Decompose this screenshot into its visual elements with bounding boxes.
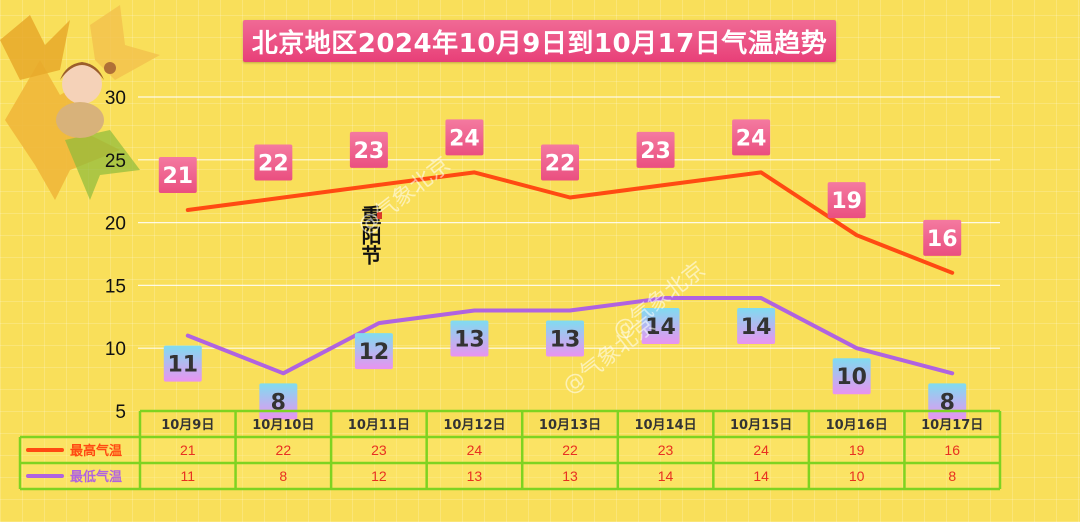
- table-value: 8: [948, 468, 956, 484]
- chart-series: [185, 170, 955, 376]
- y-tick-label: 20: [105, 214, 126, 235]
- low-temp-label: 12: [359, 340, 390, 365]
- legend-series-name: 最高气温: [70, 443, 122, 459]
- title-banner: 北京地区2024年10月9日到10月17日气温趋势: [243, 20, 836, 62]
- table-date-label: 10月14日: [634, 418, 696, 433]
- table-date-label: 10月15日: [730, 418, 792, 433]
- high-temp-label-box: [732, 119, 771, 156]
- y-tick-label: 15: [105, 276, 126, 297]
- low-temp-label-box: [450, 320, 489, 357]
- high-temp-label-box: [158, 157, 197, 194]
- low-temp-label: 14: [645, 315, 676, 340]
- high-temp-label-box: [254, 144, 293, 181]
- high-temp-label-box: [349, 131, 388, 168]
- table-date-label: 10月13日: [539, 418, 601, 433]
- table-value: 14: [753, 468, 769, 484]
- legend-series-name: 最低气温: [70, 469, 122, 485]
- high-temp-label-box: [541, 144, 579, 181]
- table-value: 24: [753, 442, 769, 458]
- autumn-leaves-decoration: [0, 5, 160, 200]
- high-temp-label: 23: [640, 139, 671, 164]
- y-tick-label: 25: [105, 151, 126, 172]
- low-temp-label: 11: [167, 353, 198, 378]
- high-temp-label: 21: [162, 164, 193, 189]
- low-temp-label-box: [354, 333, 393, 370]
- table-value: 13: [467, 468, 483, 484]
- high-temp-label-box: [827, 182, 866, 219]
- high-temp-label-box: [636, 131, 675, 168]
- low-temp-label: 8: [271, 390, 286, 415]
- y-tick-label: 5: [115, 402, 126, 423]
- high-temp-label: 24: [736, 126, 767, 151]
- table-date-label: 10月16日: [826, 418, 888, 433]
- low-temp-label-box: [641, 307, 680, 344]
- table-value: 16: [944, 442, 960, 458]
- low-temp-label: 14: [741, 315, 772, 340]
- high-temp-label: 22: [258, 151, 289, 176]
- table-value: 24: [467, 442, 483, 458]
- low-temp-line: [185, 296, 955, 376]
- table-date-label: 10月17日: [921, 418, 983, 433]
- table-date-label: 10月11日: [348, 418, 410, 433]
- data-table: 10月9日 10月10日 10月11日 10月12日 10月13日 10月14日 10月15…: [18, 409, 1002, 491]
- table-value: 8: [279, 468, 287, 484]
- low-temp-label: 13: [454, 328, 485, 353]
- low-temp-label: 13: [550, 328, 581, 353]
- y-tick-label: 10: [105, 339, 126, 360]
- table-value: 12: [371, 468, 387, 484]
- festival-mark: 重阳节: [358, 205, 382, 265]
- table-date-label: 10月12日: [443, 418, 505, 433]
- table-value: 10: [849, 468, 865, 484]
- low-temp-label: 10: [836, 365, 867, 390]
- y-tick-label: 30: [105, 88, 126, 109]
- chart-title: 北京地区2024年10月9日到10月17日气温趋势: [251, 28, 828, 59]
- high-temp-label-box: [445, 119, 484, 156]
- table-value: 13: [562, 468, 578, 484]
- low-temp-label-box: [832, 358, 871, 395]
- table-value: 19: [849, 442, 865, 458]
- y-axis-ticks: 5 10 15 20 25 30: [105, 88, 126, 423]
- high-temp-label: 16: [927, 227, 958, 252]
- low-temp-label-box: [163, 345, 202, 382]
- table-value: 23: [371, 442, 387, 458]
- high-temp-label: 23: [354, 139, 385, 164]
- table-value: 14: [658, 468, 674, 484]
- table-value: 22: [562, 442, 578, 458]
- high-temp-label-box: [923, 219, 962, 256]
- table-value: 22: [276, 442, 292, 458]
- high-temp-label: 22: [545, 151, 576, 176]
- low-temp-label-box: [737, 307, 776, 344]
- high-temp-line: [185, 170, 955, 275]
- table-date-label: 10月9日: [161, 418, 214, 433]
- table-value: 11: [181, 468, 196, 484]
- data-labels: 21 22 23 24 22 23 24 19 16 11 8 12 13 13 14 14 10 8: [158, 119, 967, 420]
- low-temp-label-box: [546, 320, 584, 357]
- high-temp-label: 19: [831, 189, 862, 214]
- table-date-label: 10月10日: [252, 418, 314, 433]
- high-temp-label: 24: [449, 126, 480, 151]
- table-value: 21: [180, 442, 196, 458]
- table-value: 23: [658, 442, 674, 458]
- low-temp-label: 8: [940, 390, 955, 415]
